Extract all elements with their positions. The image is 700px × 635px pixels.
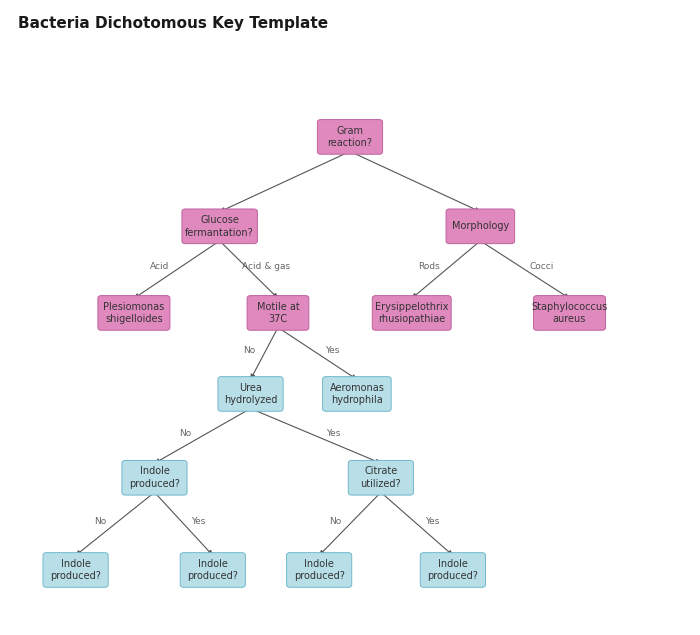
Text: Yes: Yes xyxy=(192,517,206,526)
Text: Indole
produced?: Indole produced? xyxy=(50,559,101,582)
Text: Morphology: Morphology xyxy=(452,222,509,231)
Text: Plesiomonas
shigelloides: Plesiomonas shigelloides xyxy=(104,302,164,324)
Text: Gram
reaction?: Gram reaction? xyxy=(328,126,372,149)
FancyBboxPatch shape xyxy=(323,377,391,411)
Text: Yes: Yes xyxy=(326,346,340,355)
Text: Indole
produced?: Indole produced? xyxy=(188,559,238,582)
FancyBboxPatch shape xyxy=(98,296,170,330)
Text: Indole
produced?: Indole produced? xyxy=(428,559,478,582)
Text: Urea
hydrolyzed: Urea hydrolyzed xyxy=(224,382,277,405)
FancyBboxPatch shape xyxy=(43,552,108,587)
Text: Yes: Yes xyxy=(425,517,439,526)
Text: Rods: Rods xyxy=(418,262,440,271)
Text: Motile at
37C: Motile at 37C xyxy=(257,302,300,324)
Text: Citrate
utilized?: Citrate utilized? xyxy=(360,466,401,489)
Text: Yes: Yes xyxy=(326,429,340,438)
Text: Indole
produced?: Indole produced? xyxy=(129,466,180,489)
FancyBboxPatch shape xyxy=(420,552,486,587)
Text: Erysippelothrix
rhusiopathiae: Erysippelothrix rhusiopathiae xyxy=(375,302,449,324)
Text: Acid: Acid xyxy=(150,262,169,271)
FancyBboxPatch shape xyxy=(180,552,246,587)
Text: Bacteria Dichotomous Key Template: Bacteria Dichotomous Key Template xyxy=(18,16,328,31)
FancyBboxPatch shape xyxy=(218,377,283,411)
Text: Staphylococcus
aureus: Staphylococcus aureus xyxy=(531,302,608,324)
FancyBboxPatch shape xyxy=(446,209,514,244)
FancyBboxPatch shape xyxy=(372,296,452,330)
Text: Cocci: Cocci xyxy=(530,262,554,271)
Text: Indole
produced?: Indole produced? xyxy=(294,559,344,582)
Text: Acid & gas: Acid & gas xyxy=(242,262,290,271)
Text: Aeromonas
hydrophila: Aeromonas hydrophila xyxy=(330,382,384,405)
Text: Glucose
fermantation?: Glucose fermantation? xyxy=(186,215,254,237)
FancyBboxPatch shape xyxy=(286,552,351,587)
Text: No: No xyxy=(94,517,106,526)
FancyBboxPatch shape xyxy=(349,460,414,495)
Text: No: No xyxy=(243,346,256,355)
Text: No: No xyxy=(329,517,341,526)
FancyBboxPatch shape xyxy=(122,460,187,495)
FancyBboxPatch shape xyxy=(182,209,258,244)
FancyBboxPatch shape xyxy=(247,296,309,330)
FancyBboxPatch shape xyxy=(317,119,383,154)
Text: No: No xyxy=(179,429,192,438)
FancyBboxPatch shape xyxy=(533,296,606,330)
